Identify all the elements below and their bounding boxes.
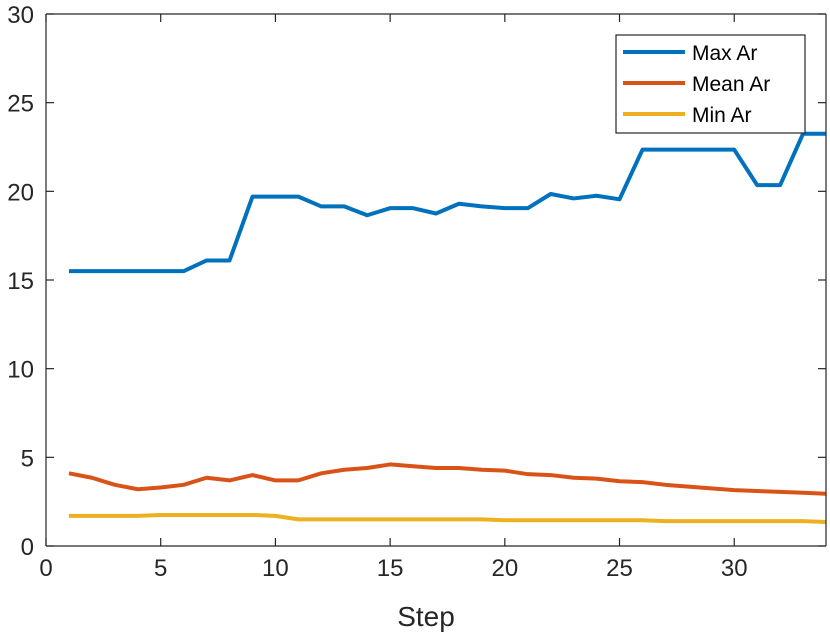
x-tick-label: 30 (721, 555, 748, 582)
x-tick-label: 10 (262, 555, 289, 582)
y-tick-label: 15 (7, 268, 34, 295)
x-tick-label: 25 (606, 555, 633, 582)
y-tick-label: 10 (7, 357, 34, 384)
axes-layer: 0 5 10 15 20 25 30 0 5 10 15 20 25 30 (7, 2, 827, 582)
legend-label: Min Ar (692, 104, 752, 127)
legend-label: Mean Ar (692, 73, 770, 96)
x-tick-label: 0 (39, 555, 52, 582)
x-axis-title: Step (397, 601, 455, 632)
y-tick-label: 0 (21, 534, 34, 561)
legend: Max Ar Mean Ar Min Ar (615, 34, 806, 134)
y-tick-label: 20 (7, 179, 34, 206)
y-tick-label: 30 (7, 2, 34, 29)
series-layer (68, 131, 827, 525)
x-tick-label: 15 (377, 555, 404, 582)
series-line-3 (68, 512, 827, 525)
series-line-2 (68, 462, 827, 496)
series-line-1 (68, 131, 826, 274)
x-tick-label: 5 (154, 555, 167, 582)
x-tick-label: 20 (491, 555, 518, 582)
y-tick-label: 5 (21, 445, 34, 472)
legend-label: Max Ar (692, 42, 757, 65)
y-tick-label: 25 (7, 91, 34, 118)
